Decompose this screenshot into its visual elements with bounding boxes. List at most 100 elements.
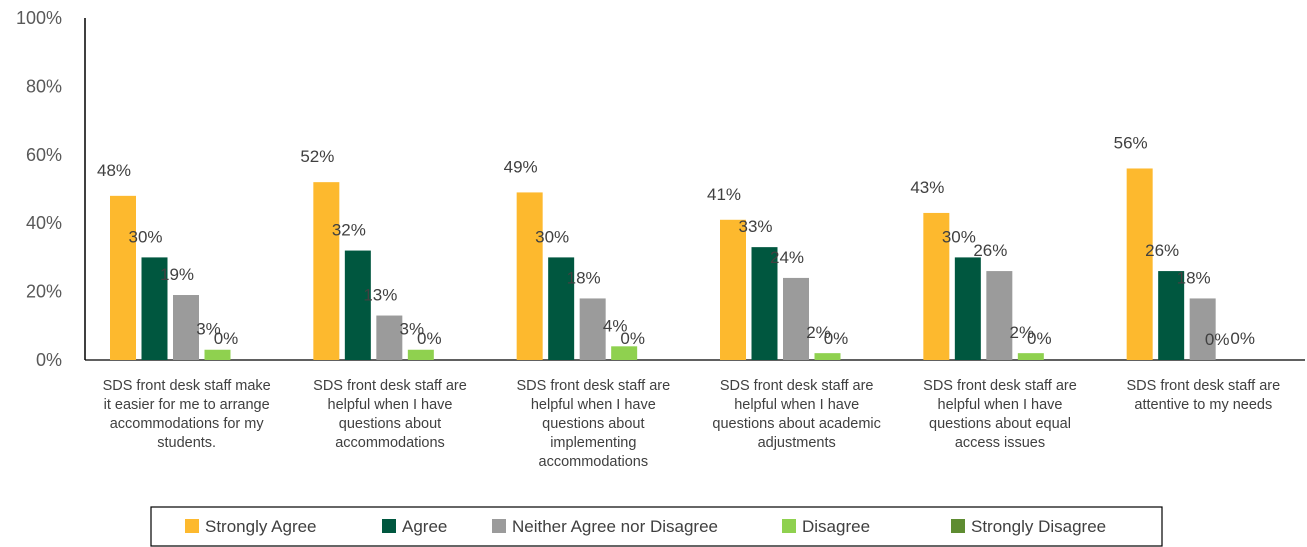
data-label: 26% [1145, 241, 1179, 260]
category-label-line: questions about [542, 416, 644, 432]
category-label-line: questions about academic [712, 416, 880, 432]
bar [141, 257, 168, 360]
legend-swatch [951, 519, 965, 533]
legend-swatch [492, 519, 506, 533]
bar [986, 271, 1013, 360]
bar [954, 257, 981, 360]
bar [1126, 168, 1153, 360]
legend-swatch [382, 519, 396, 533]
legend-label: Strongly Agree [205, 517, 317, 536]
bar [173, 295, 199, 360]
legend-swatch [185, 519, 199, 533]
bar [611, 346, 638, 360]
bars [110, 168, 1216, 360]
category-label-line: attentive to my needs [1134, 397, 1272, 413]
data-label: 18% [1177, 268, 1211, 287]
bar [751, 247, 778, 360]
category-label-line: adjustments [758, 435, 836, 451]
data-label: 4% [603, 316, 628, 335]
data-label: 3% [400, 320, 425, 339]
bar [923, 212, 950, 360]
data-label: 0% [1027, 329, 1052, 348]
data-label: 0% [620, 329, 645, 348]
category-label-line: SDS front desk staff are [923, 378, 1077, 394]
category-label: SDS front desk staff make it easier for m… [103, 378, 271, 451]
data-label: 26% [973, 241, 1007, 260]
bar [516, 192, 543, 360]
bar [579, 298, 606, 360]
category-label-line: access issues [955, 435, 1045, 451]
category-label-line: questions about equal [929, 416, 1071, 432]
bar [1017, 353, 1044, 360]
data-label: 56% [1114, 133, 1148, 152]
legend-swatch [782, 519, 796, 533]
category-label-line: SDS front desk staff are [720, 378, 874, 394]
data-label: 33% [738, 217, 772, 236]
data-label: 2% [1010, 323, 1035, 342]
data-label: 19% [160, 265, 194, 284]
data-label: 0% [1205, 330, 1230, 349]
category-label-line: helpful when I have [938, 397, 1063, 413]
data-label: 0% [824, 329, 849, 348]
legend-label: Disagree [802, 517, 870, 536]
category-label-line: questions about [339, 416, 441, 432]
category-label: SDS front desk staff are helpful when I h… [516, 378, 670, 470]
y-axis: 0% 20% 40% 60% 80% 100% [16, 8, 86, 370]
legend: Strongly Agree Agree Neither Agree nor Dis… [150, 506, 1163, 547]
bar [1189, 298, 1216, 360]
bar [1158, 271, 1185, 360]
data-label: 49% [504, 157, 538, 176]
bar [344, 250, 371, 360]
category-label-line: helpful when I have [328, 397, 453, 413]
bar [110, 195, 136, 360]
data-label: 2% [806, 323, 831, 342]
category-label-line: SDS front desk staff are [313, 378, 467, 394]
legend-label: Neither Agree nor Disagree [512, 517, 718, 536]
bar [313, 182, 340, 360]
category-label-line: SDS front desk staff are [516, 378, 670, 394]
category-label: SDS front desk staff are attentive to my … [1126, 378, 1280, 413]
y-tick-label: 0% [36, 350, 62, 370]
y-tick-label: 100% [16, 8, 62, 28]
category-labels: SDS front desk staff make it easier for m… [103, 378, 1281, 470]
category-label-line: SDS front desk staff make [103, 378, 271, 394]
bar [783, 277, 809, 360]
data-label: 52% [300, 147, 334, 166]
y-tick-label: 40% [26, 213, 62, 233]
bar [548, 257, 575, 360]
data-label: 24% [770, 248, 804, 267]
bar [407, 349, 434, 360]
data-label: 43% [910, 178, 944, 197]
data-label: 30% [535, 227, 569, 246]
category-label-line: accommodations [335, 435, 445, 451]
category-label-line: helpful when I have [531, 397, 656, 413]
category-label-line: accommodations for my [110, 416, 265, 432]
category-label: SDS front desk staff are helpful when I h… [923, 378, 1077, 451]
category-label-line: helpful when I have [734, 397, 859, 413]
category-label-line: it easier for me to arrange [104, 397, 270, 413]
data-label: 41% [707, 185, 741, 204]
data-label: 0% [417, 329, 442, 348]
data-labels: 48%30%19%3%0%52%32%13%3%0%49%30%18%4%0%4… [97, 133, 1255, 349]
legend-label: Agree [402, 517, 447, 536]
category-label-line: SDS front desk staff are [1126, 378, 1280, 394]
category-label-line: accommodations [539, 454, 649, 470]
data-label: 0% [214, 329, 239, 348]
data-label: 13% [363, 286, 397, 305]
data-label: 18% [567, 268, 601, 287]
y-tick-label: 20% [26, 282, 62, 302]
bar [376, 315, 403, 360]
data-label: 0% [1230, 329, 1255, 348]
data-label: 30% [128, 227, 162, 246]
bar [720, 219, 746, 360]
bar [814, 353, 841, 360]
y-tick-label: 60% [26, 145, 62, 165]
category-label-line: implementing [550, 435, 636, 451]
data-label: 3% [196, 320, 221, 339]
category-label: SDS front desk staff are helpful when I h… [712, 378, 880, 451]
data-label: 30% [942, 227, 976, 246]
legend-label: Strongly Disagree [971, 517, 1106, 536]
category-label-line: students. [157, 435, 216, 451]
data-label: 48% [97, 161, 131, 180]
